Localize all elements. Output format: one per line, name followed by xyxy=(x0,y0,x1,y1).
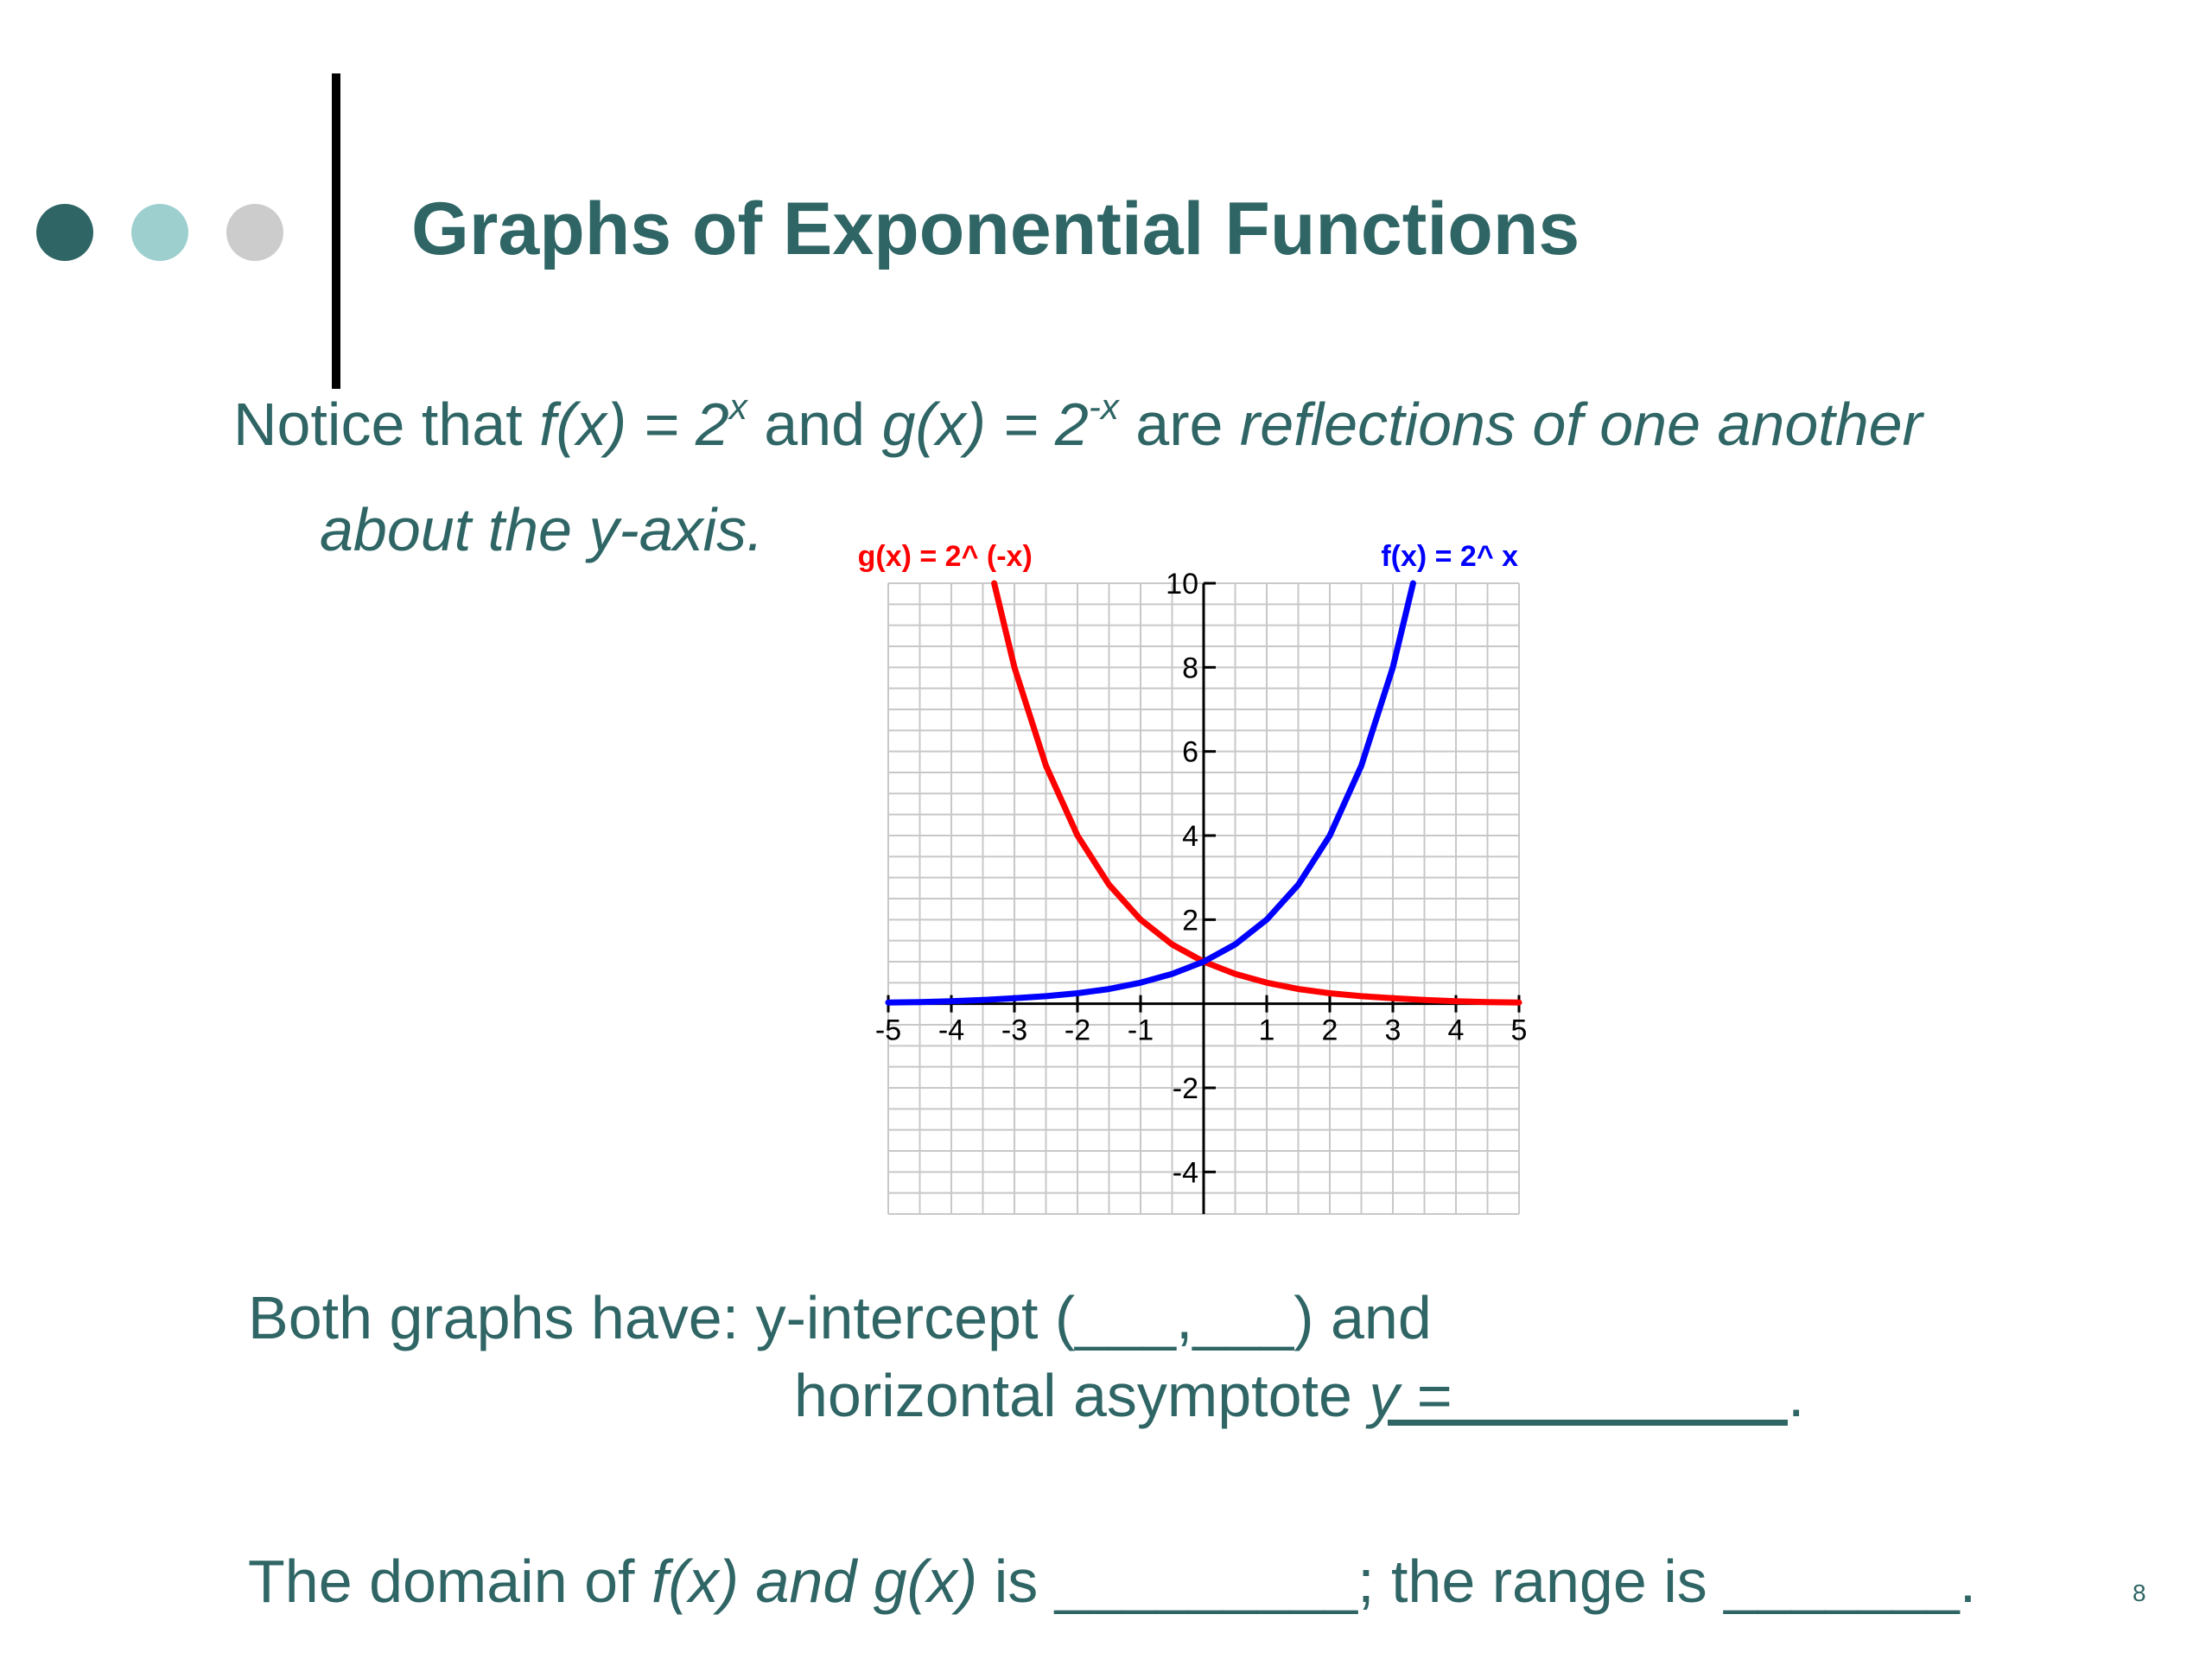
intro-text-3: are xyxy=(1118,391,1240,458)
title-divider xyxy=(332,73,340,389)
both-lead: Both graphs have: y-intercept ( xyxy=(248,1284,1076,1351)
x-tick-label: 2 xyxy=(1322,1014,1338,1047)
f-exponent: x xyxy=(728,386,747,427)
x-tick-label: -1 xyxy=(1128,1014,1154,1047)
y-tick-label: -4 xyxy=(1173,1156,1198,1189)
x-tick-label: 3 xyxy=(1385,1014,1402,1047)
f-curve xyxy=(885,580,1416,1006)
slide-title: Graphs of Exponential Functions xyxy=(411,188,1580,270)
intro-emphasis: reflections of one another xyxy=(1239,391,1923,458)
domain-functions: f(x) and g(x) xyxy=(651,1548,978,1615)
exponential-graph: -5 -4 -3 -2 -1 1 2 3 4 5 10 8 6 4 2 -2 -4 g(x) = 2^ (-x)… xyxy=(858,540,1528,1215)
y-intercept-blank-x: ___ xyxy=(1075,1284,1176,1351)
g-series-label: g(x) = 2^ (-x) xyxy=(858,540,1033,573)
g-curve xyxy=(991,580,1522,1006)
x-tick-label: -4 xyxy=(938,1014,964,1047)
x-tick-label: 5 xyxy=(1511,1014,1528,1047)
slide-number: 8 xyxy=(2133,1580,2146,1606)
intro-text-1: Notice that xyxy=(233,391,540,458)
chart-tick-labels: -5 -4 -3 -2 -1 1 2 3 4 5 10 8 6 4 2 -2 -4 xyxy=(875,568,1528,1189)
chart-series-labels: g(x) = 2^ (-x) f(x) = 2^ x xyxy=(858,540,1519,573)
y-tick-label: 8 xyxy=(1182,652,1198,684)
y-tick-label: 2 xyxy=(1182,904,1198,937)
domain-range-text: The domain of f(x) and g(x) is _________… xyxy=(248,1542,1976,1620)
f-expression: f(x) = 2 xyxy=(539,391,729,458)
x-tick-label: -5 xyxy=(875,1014,901,1047)
bullet-dot-grey xyxy=(226,204,283,261)
g-expression: g(x) = 2 xyxy=(881,391,1089,458)
y-tick-label: 6 xyxy=(1182,736,1198,769)
chart-curves xyxy=(885,580,1522,1006)
x-tick-label: 1 xyxy=(1259,1014,1275,1047)
g-exponent: -x xyxy=(1088,386,1119,427)
x-tick-label: -2 xyxy=(1065,1014,1090,1047)
y-intercept-blank-y: ___ xyxy=(1192,1284,1294,1351)
y-tick-label: 10 xyxy=(1166,568,1198,601)
chart-axes xyxy=(887,582,1521,1214)
both-close: ) and xyxy=(1294,1284,1432,1351)
asymptote-label: horizontal asymptote xyxy=(794,1362,1370,1429)
bullet-dot-dark xyxy=(36,204,93,261)
intro-line-2: about the y-axis. xyxy=(320,496,764,563)
f-series-label: f(x) = 2^ x xyxy=(1381,540,1518,573)
y-tick-label: 4 xyxy=(1182,820,1198,853)
x-tick-label: -3 xyxy=(1001,1014,1027,1047)
intro-text: Notice that f(x) = 2x and g(x) = 2-x are… xyxy=(233,372,2082,582)
intro-text-2: and xyxy=(747,391,882,458)
bullet-dot-light xyxy=(131,204,188,261)
y-tick-label: -2 xyxy=(1173,1072,1198,1105)
asymptote-blank: y =__________ xyxy=(1369,1362,1788,1429)
asymptote-period: . xyxy=(1787,1362,1805,1429)
domain-text-2: is _________; the range is _______. xyxy=(977,1548,1977,1615)
y-intercept-comma: , xyxy=(1175,1284,1193,1351)
x-tick-label: 4 xyxy=(1448,1014,1465,1047)
domain-text-1: The domain of xyxy=(248,1548,652,1615)
both-graphs-text: Both graphs have: y-intercept (___,___) … xyxy=(248,1279,1804,1434)
